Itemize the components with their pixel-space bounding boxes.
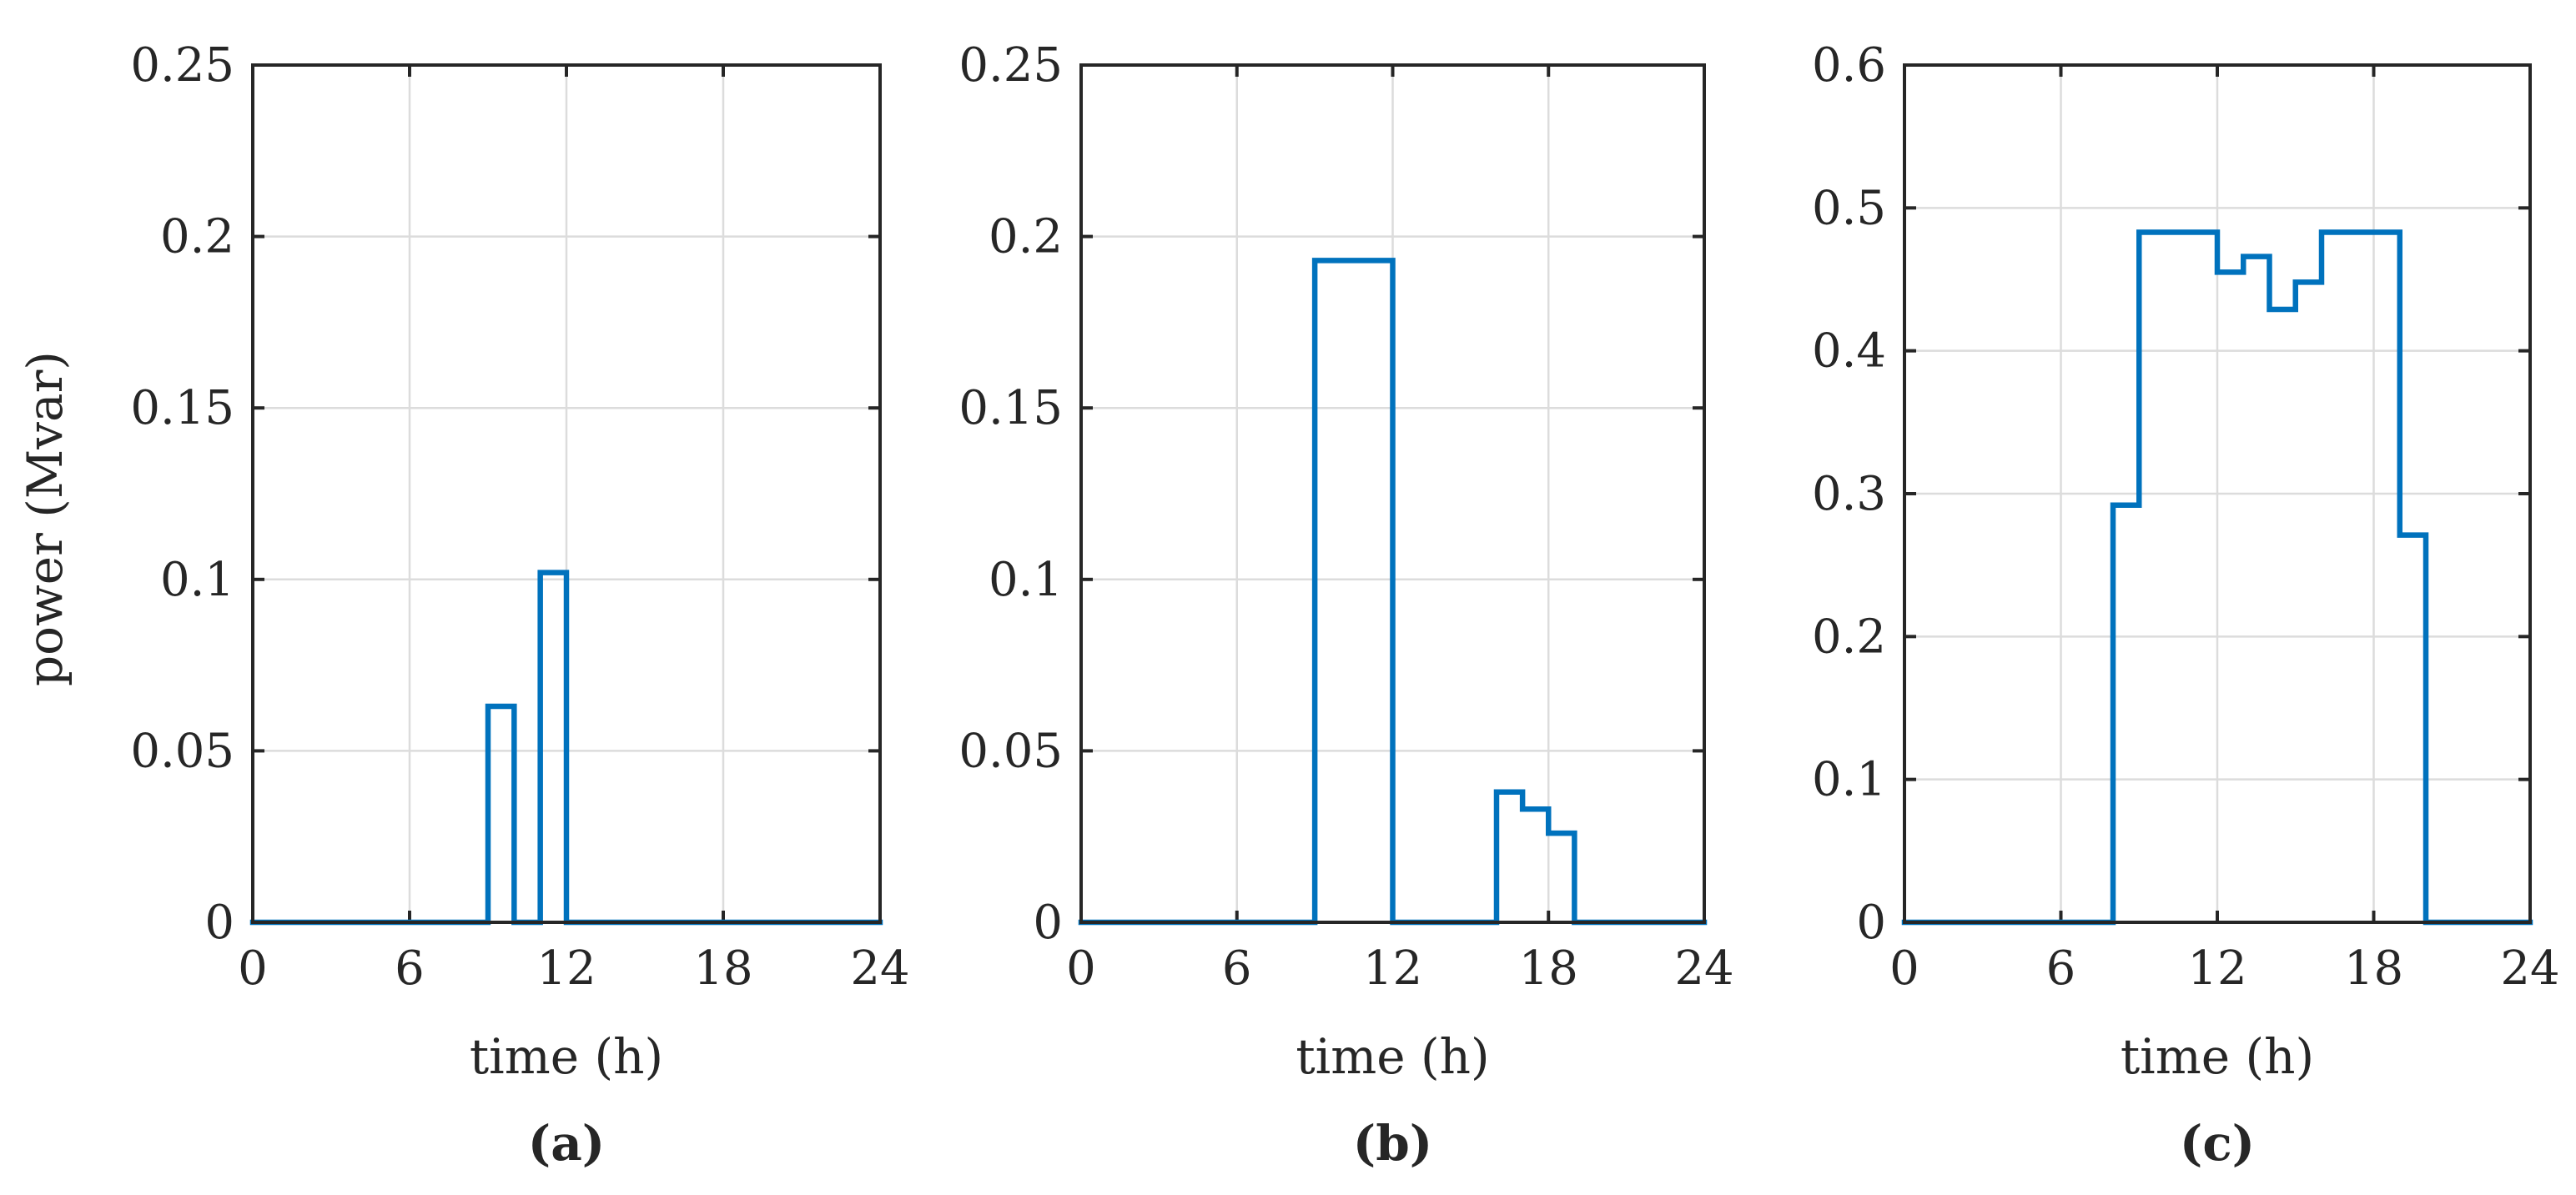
x-axis-label: time (h) bbox=[1296, 1028, 1489, 1085]
y-tick-label: 0.5 bbox=[1812, 181, 1886, 235]
y-tick-label: 0.2 bbox=[1812, 610, 1886, 664]
series-line bbox=[249, 570, 883, 926]
x-tick-label: 6 bbox=[1222, 941, 1252, 996]
y-tick-label: 0 bbox=[1033, 896, 1063, 950]
x-tick-label: 18 bbox=[1519, 941, 1578, 996]
x-tick-label: 24 bbox=[1674, 941, 1733, 996]
x-axis-label: time (h) bbox=[2121, 1028, 2314, 1085]
y-tick-label: 0.15 bbox=[958, 381, 1063, 435]
x-tick-label: 6 bbox=[395, 941, 425, 996]
panel-label: (b) bbox=[1353, 1115, 1432, 1172]
y-tick-label: 0 bbox=[204, 896, 234, 950]
x-tick-label: 0 bbox=[1889, 941, 1919, 996]
y-tick-label: 0.3 bbox=[1812, 467, 1886, 521]
y-tick-label: 0.25 bbox=[130, 38, 234, 93]
x-tick-label: 0 bbox=[1066, 941, 1096, 996]
y-tick-label: 0.25 bbox=[958, 38, 1063, 93]
panel-label: (c) bbox=[2180, 1115, 2255, 1172]
y-tick-label: 0.4 bbox=[1812, 324, 1886, 379]
y-axis-label: power (Mvar) bbox=[17, 351, 73, 686]
x-tick-label: 0 bbox=[238, 941, 268, 996]
y-tick-label: 0.1 bbox=[160, 553, 234, 607]
y-tick-label: 0.6 bbox=[1812, 38, 1886, 93]
x-tick-label: 24 bbox=[2500, 941, 2559, 996]
x-axis-label: time (h) bbox=[470, 1028, 663, 1085]
y-tick-label: 0.1 bbox=[1812, 753, 1886, 807]
axes-box bbox=[1903, 63, 2532, 924]
axes-box bbox=[251, 63, 882, 924]
x-tick-label: 18 bbox=[693, 941, 752, 996]
x-tick-label: 12 bbox=[2187, 941, 2246, 996]
x-tick-label: 6 bbox=[2046, 941, 2076, 996]
y-tick-label: 0.2 bbox=[989, 210, 1063, 264]
series-line bbox=[1078, 258, 1708, 926]
y-tick-label: 0.2 bbox=[160, 210, 234, 264]
x-tick-label: 12 bbox=[536, 941, 596, 996]
panel-label: (a) bbox=[528, 1115, 605, 1172]
y-tick-label: 0.05 bbox=[958, 724, 1063, 778]
y-tick-label: 0.15 bbox=[130, 381, 234, 435]
x-tick-label: 18 bbox=[2344, 941, 2403, 996]
x-tick-label: 12 bbox=[1363, 941, 1422, 996]
y-tick-label: 0 bbox=[1856, 896, 1886, 950]
x-tick-label: 24 bbox=[850, 941, 909, 996]
y-tick-label: 0.1 bbox=[989, 553, 1063, 607]
y-tick-label: 0.05 bbox=[130, 724, 234, 778]
axes-box bbox=[1079, 63, 1706, 924]
